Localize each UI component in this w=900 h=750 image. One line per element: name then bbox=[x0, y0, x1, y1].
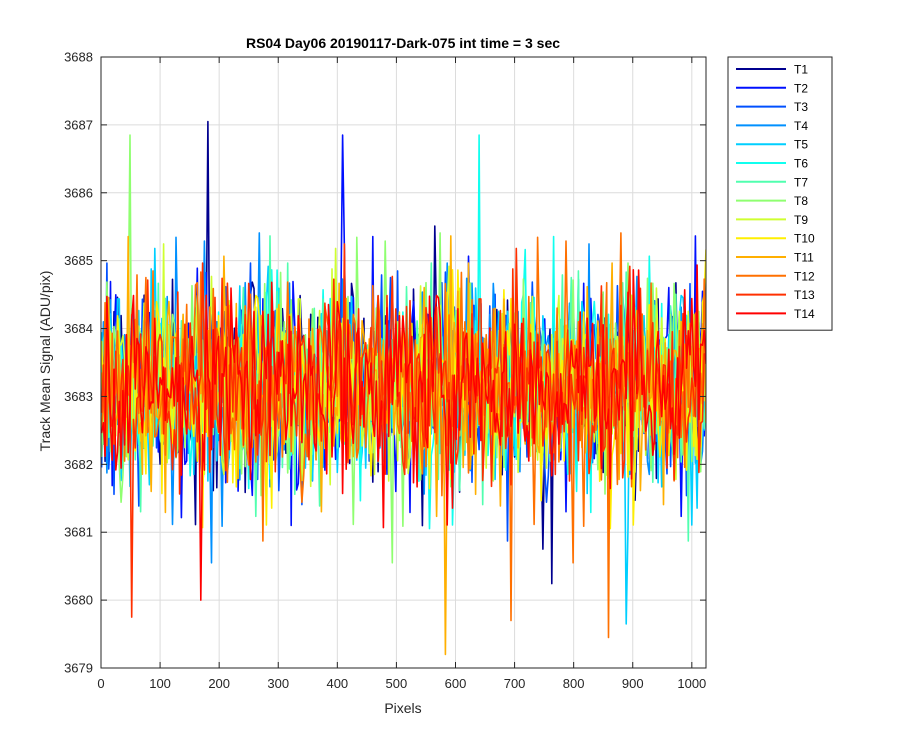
x-tick-label: 300 bbox=[267, 676, 289, 691]
x-tick-label: 800 bbox=[563, 676, 585, 691]
y-tick-label: 3684 bbox=[64, 321, 93, 336]
legend-label-t14: T14 bbox=[794, 307, 815, 321]
legend-label-t4: T4 bbox=[794, 119, 808, 133]
legend-label-t5: T5 bbox=[794, 138, 808, 152]
x-tick-label: 1000 bbox=[677, 676, 706, 691]
x-tick-label: 900 bbox=[622, 676, 644, 691]
y-tick-label: 3687 bbox=[64, 117, 93, 132]
series-line-t12 bbox=[101, 232, 706, 639]
y-axis-label: Track Mean Signal (ADU/pix) bbox=[37, 271, 53, 452]
y-tick-label: 3683 bbox=[64, 389, 93, 404]
x-tick-label: 500 bbox=[386, 676, 408, 691]
y-tick-label: 3686 bbox=[64, 185, 93, 200]
legend-label-t8: T8 bbox=[794, 194, 808, 208]
chart-title: RS04 Day06 20190117-Dark-075 int time = … bbox=[246, 35, 560, 51]
legend-label-t7: T7 bbox=[794, 175, 808, 189]
legend-label-t11: T11 bbox=[794, 251, 814, 265]
x-tick-label: 700 bbox=[504, 676, 526, 691]
legend-box bbox=[727, 56, 833, 331]
legend: T1 T2 T3 T4 T5 T6 T7 T8 T9 T10 T11 T12 T13 T14 bbox=[727, 56, 833, 331]
legend-label-t12: T12 bbox=[794, 269, 815, 283]
series-lines bbox=[101, 120, 706, 656]
plot-frame bbox=[100, 56, 707, 669]
x-tick-label: 0 bbox=[97, 676, 104, 691]
legend-label-t13: T13 bbox=[794, 288, 815, 302]
y-tick-label: 3680 bbox=[64, 593, 93, 608]
series-line-t14 bbox=[101, 264, 706, 601]
y-tick-label: 3681 bbox=[64, 525, 93, 540]
y-tick-label: 3682 bbox=[64, 457, 93, 472]
y-tick-label: 3679 bbox=[64, 661, 93, 676]
legend-label-t2: T2 bbox=[794, 81, 808, 95]
tick-labels: 0 100 200 300 400 500 600 700 800 900 1000 3679 3680… bbox=[64, 50, 706, 692]
x-axis-label: Pixels bbox=[384, 700, 421, 716]
series-line-t13 bbox=[101, 243, 706, 618]
axes bbox=[100, 56, 707, 669]
y-tick-label: 3685 bbox=[64, 253, 93, 268]
legend-label-t1: T1 bbox=[794, 63, 808, 77]
legend-label-t10: T10 bbox=[794, 232, 815, 246]
legend-label-t9: T9 bbox=[794, 213, 808, 227]
x-tick-label: 600 bbox=[445, 676, 467, 691]
x-tick-label: 100 bbox=[149, 676, 171, 691]
x-tick-label: 400 bbox=[326, 676, 348, 691]
legend-label-t6: T6 bbox=[794, 157, 808, 171]
x-tick-label: 200 bbox=[208, 676, 230, 691]
y-tick-label: 3688 bbox=[64, 50, 93, 65]
legend-label-t3: T3 bbox=[794, 100, 808, 114]
